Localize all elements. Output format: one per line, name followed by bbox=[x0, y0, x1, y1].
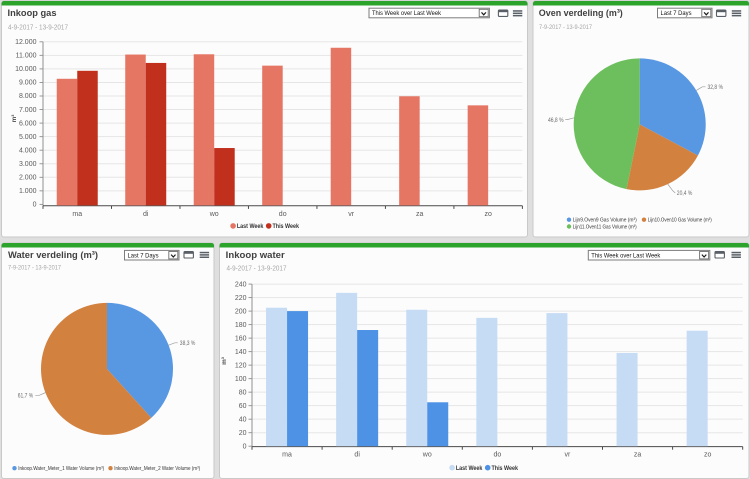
svg-text:38,3 %: 38,3 % bbox=[180, 340, 196, 347]
svg-text:7.000: 7.000 bbox=[19, 107, 37, 114]
svg-text:do: do bbox=[279, 211, 287, 218]
svg-text:zo: zo bbox=[484, 211, 492, 218]
svg-text:Lijn9.Oven9 Gas Volume (m³): Lijn9.Oven9 Gas Volume (m³) bbox=[573, 218, 637, 224]
svg-text:5.000: 5.000 bbox=[19, 134, 37, 141]
svg-text:vr: vr bbox=[348, 211, 355, 218]
svg-text:12.000: 12.000 bbox=[15, 39, 37, 46]
svg-text:wo: wo bbox=[422, 452, 432, 459]
svg-text:1.000: 1.000 bbox=[19, 188, 37, 195]
svg-text:220: 220 bbox=[235, 295, 247, 302]
svg-text:zo: zo bbox=[704, 452, 712, 459]
svg-text:This Week over Last Week: This Week over Last Week bbox=[372, 10, 442, 17]
svg-text:2.000: 2.000 bbox=[19, 175, 37, 182]
svg-text:di: di bbox=[143, 211, 149, 218]
svg-text:40: 40 bbox=[239, 416, 247, 423]
svg-text:4.000: 4.000 bbox=[19, 147, 37, 154]
svg-text:120: 120 bbox=[235, 362, 247, 369]
svg-text:61,7 %: 61,7 % bbox=[18, 392, 34, 399]
svg-text:180: 180 bbox=[235, 322, 247, 329]
svg-text:140: 140 bbox=[235, 349, 247, 356]
svg-text:vr: vr bbox=[565, 452, 572, 459]
svg-text:wo: wo bbox=[209, 211, 219, 218]
svg-text:10.000: 10.000 bbox=[15, 66, 37, 73]
svg-text:0: 0 bbox=[243, 443, 247, 450]
svg-text:ma: ma bbox=[72, 211, 82, 218]
svg-text:240: 240 bbox=[235, 281, 247, 288]
svg-text:za: za bbox=[634, 452, 642, 459]
svg-text:Oven verdeling (m³): Oven verdeling (m³) bbox=[539, 8, 623, 19]
svg-text:This Week over Last Week: This Week over Last Week bbox=[591, 252, 661, 259]
svg-text:Inkoop.Water_Meter_2 Water Vol: Inkoop.Water_Meter_2 Water Volume (m³) bbox=[114, 466, 200, 472]
svg-text:This Week: This Week bbox=[273, 223, 300, 230]
svg-text:32,8 %: 32,8 % bbox=[708, 84, 724, 91]
svg-text:do: do bbox=[493, 452, 501, 459]
svg-text:3.000: 3.000 bbox=[19, 161, 37, 168]
svg-text:Inkoop gas: Inkoop gas bbox=[8, 8, 57, 19]
svg-text:Inkoop water: Inkoop water bbox=[226, 250, 285, 261]
svg-text:7-9-2017 - 13-9-2017: 7-9-2017 - 13-9-2017 bbox=[539, 24, 592, 31]
svg-text:100: 100 bbox=[235, 376, 247, 383]
svg-text:6.000: 6.000 bbox=[19, 120, 37, 127]
svg-text:8.000: 8.000 bbox=[19, 93, 37, 100]
svg-text:di: di bbox=[354, 452, 360, 459]
svg-text:7-9-2017 - 13-9-2017: 7-9-2017 - 13-9-2017 bbox=[8, 265, 61, 272]
svg-text:m³: m³ bbox=[221, 357, 228, 365]
svg-text:46,8 %: 46,8 % bbox=[548, 117, 564, 124]
svg-text:Lijn10.Oven10 Gas Volume (m³): Lijn10.Oven10 Gas Volume (m³) bbox=[648, 218, 712, 224]
svg-text:m³: m³ bbox=[11, 115, 18, 123]
svg-text:Inkoop.Water_Meter_1 Water Vol: Inkoop.Water_Meter_1 Water Volume (m³) bbox=[18, 466, 104, 472]
svg-text:80: 80 bbox=[239, 389, 247, 396]
svg-text:4-9-2017 - 13-9-2017: 4-9-2017 - 13-9-2017 bbox=[8, 25, 68, 32]
svg-text:Lijn11.Oven11 Gas Volume (m³): Lijn11.Oven11 Gas Volume (m³) bbox=[573, 225, 637, 231]
svg-text:Last Week: Last Week bbox=[456, 465, 483, 472]
svg-text:200: 200 bbox=[235, 308, 247, 315]
svg-text:0: 0 bbox=[33, 202, 37, 209]
svg-text:20: 20 bbox=[239, 430, 247, 437]
svg-text:4-9-2017 - 13-9-2017: 4-9-2017 - 13-9-2017 bbox=[227, 265, 287, 272]
svg-text:Last 7 Days: Last 7 Days bbox=[128, 252, 159, 259]
svg-text:Last Week: Last Week bbox=[237, 223, 264, 230]
svg-text:Water verdeling (m³): Water verdeling (m³) bbox=[8, 250, 98, 261]
svg-text:za: za bbox=[416, 211, 424, 218]
svg-text:9.000: 9.000 bbox=[19, 80, 37, 87]
svg-text:20,4 %: 20,4 % bbox=[677, 190, 693, 197]
svg-text:60: 60 bbox=[239, 403, 247, 410]
svg-text:This Week: This Week bbox=[492, 465, 519, 472]
svg-text:ma: ma bbox=[282, 452, 292, 459]
svg-text:11.000: 11.000 bbox=[16, 53, 37, 60]
svg-text:160: 160 bbox=[235, 335, 247, 342]
svg-text:Last 7 Days: Last 7 Days bbox=[661, 10, 692, 17]
